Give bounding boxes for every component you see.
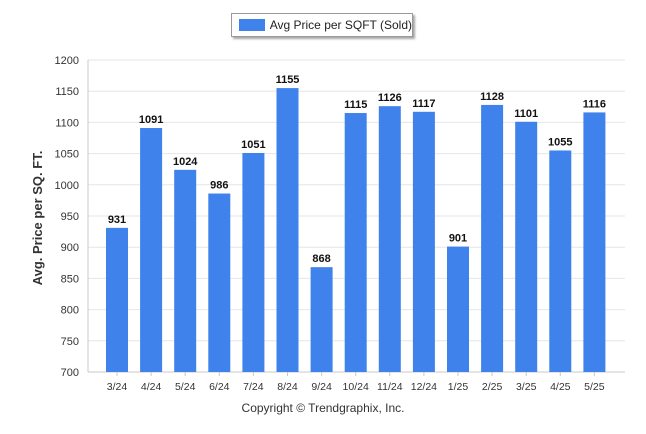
bar <box>515 121 538 372</box>
data-label: 868 <box>312 253 330 265</box>
bar <box>208 193 231 372</box>
bar <box>481 104 504 372</box>
legend-label: Avg Price per SQFT (Sold) <box>269 18 412 32</box>
bar <box>106 227 128 372</box>
data-label: 931 <box>108 214 126 226</box>
legend: Avg Price per SQFT (Sold) <box>231 13 413 37</box>
bar <box>344 113 367 372</box>
y-tick-label: 1100 <box>55 117 79 129</box>
data-label: 1091 <box>139 114 163 126</box>
data-label: 1115 <box>344 99 367 111</box>
x-tick-label: 5/24 <box>175 381 196 393</box>
data-label: 986 <box>210 180 228 192</box>
data-label: 901 <box>449 233 467 245</box>
bar <box>412 111 435 373</box>
bar <box>447 246 469 372</box>
data-label: 1101 <box>514 108 538 120</box>
bar <box>242 152 265 372</box>
data-label: 1155 <box>276 74 300 86</box>
x-tick-label: 10/24 <box>343 381 369 393</box>
bar <box>174 169 197 372</box>
x-tick-label: 3/25 <box>516 381 537 393</box>
bar <box>583 112 606 372</box>
y-tick-label: 700 <box>61 367 79 379</box>
x-tick-label: 6/24 <box>209 381 230 393</box>
x-tick-label: 12/24 <box>411 381 437 393</box>
x-tick-label: 5/25 <box>584 381 605 393</box>
x-tick-label: 8/24 <box>277 381 298 393</box>
data-label: 1117 <box>412 98 435 110</box>
data-label: 1024 <box>173 156 198 168</box>
data-label: 1128 <box>480 91 504 103</box>
data-label: 1051 <box>241 139 265 151</box>
x-tick-label: 9/24 <box>311 381 332 393</box>
x-tick-label: 7/24 <box>243 381 264 393</box>
y-tick-label: 1200 <box>55 55 79 67</box>
x-tick-label: 11/24 <box>377 381 403 393</box>
x-tick-label: 4/24 <box>141 381 162 393</box>
y-tick-label: 1000 <box>55 180 79 192</box>
y-tick-label: 900 <box>61 242 79 254</box>
bar <box>140 128 163 372</box>
x-tick-label: 3/24 <box>107 381 128 393</box>
bar <box>310 267 333 372</box>
y-tick-label: 1050 <box>55 149 79 161</box>
x-tick-label: 4/25 <box>550 381 571 393</box>
legend-swatch <box>239 19 265 31</box>
x-tick-label: 2/25 <box>482 381 503 393</box>
bar <box>549 150 572 372</box>
y-tick-label: 1150 <box>55 86 79 98</box>
y-axis-title: Avg. Price per SQ. FT. <box>30 151 45 286</box>
data-label: 1116 <box>583 98 606 110</box>
data-label: 1126 <box>378 92 402 104</box>
data-label: 1055 <box>548 136 572 148</box>
copyright-footer: Copyright © Trendgraphix, Inc. <box>241 401 405 415</box>
y-tick-label: 750 <box>61 336 79 348</box>
y-tick-label: 850 <box>61 273 79 285</box>
y-tick-label: 800 <box>61 305 79 317</box>
bar <box>378 106 401 373</box>
x-tick-label: 1/25 <box>448 381 469 393</box>
bar <box>276 88 299 372</box>
y-tick-label: 950 <box>61 211 79 223</box>
